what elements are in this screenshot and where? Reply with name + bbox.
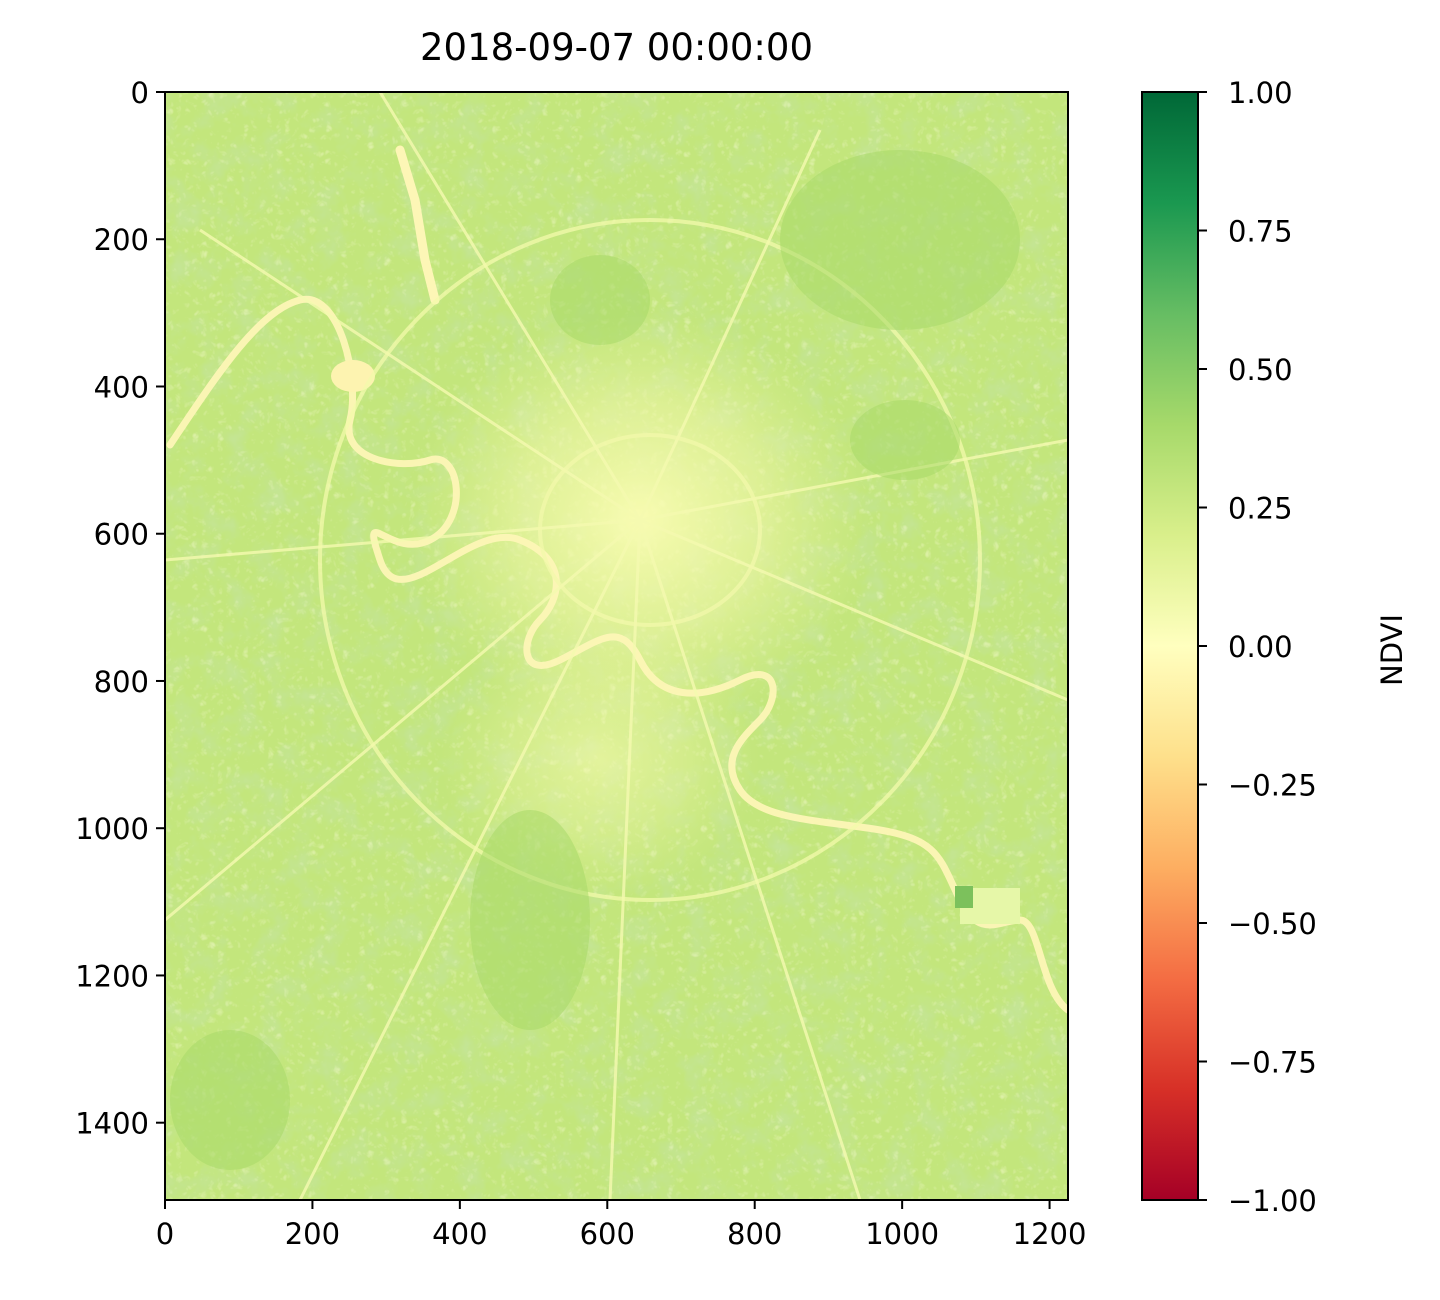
colorbar-tick-label: −1.00 xyxy=(1228,1184,1317,1218)
colorbar-tick-label: 0.25 xyxy=(1228,492,1293,526)
x-tick-label: 0 xyxy=(156,1217,174,1251)
colorbar-tick-label: 0.00 xyxy=(1228,630,1293,664)
x-axis: 0 200 400 600 800 1000 1200 xyxy=(156,1200,1087,1251)
colorbar-tick-label: 0.50 xyxy=(1228,353,1293,387)
y-tick-label: 1400 xyxy=(75,1107,149,1141)
x-tick-label: 1200 xyxy=(1013,1217,1087,1251)
colorbar-tick-label: −0.50 xyxy=(1228,907,1317,941)
colorbar-tick-label: 1.00 xyxy=(1228,76,1293,110)
y-tick-label: 1000 xyxy=(75,812,149,846)
x-tick-label: 200 xyxy=(285,1217,340,1251)
colorbar-axis: 1.00 0.75 0.50 0.25 0.00 −0.25 −0.50 −0.75 −1.00 xyxy=(1198,76,1317,1218)
x-tick-label: 400 xyxy=(432,1217,487,1251)
chart-title: 2018-09-07 00:00:00 xyxy=(420,26,813,69)
y-tick-label: 400 xyxy=(94,370,149,404)
x-tick-label: 1000 xyxy=(865,1217,939,1251)
colorbar-tick-label: 0.75 xyxy=(1228,215,1293,249)
y-tick-label: 800 xyxy=(94,665,149,699)
colorbar-tick-label: −0.25 xyxy=(1228,769,1317,803)
y-tick-label: 200 xyxy=(94,223,149,257)
x-tick-label: 600 xyxy=(580,1217,635,1251)
colorbar-tick-label: −0.75 xyxy=(1228,1046,1317,1080)
ndvi-image xyxy=(165,92,1068,1200)
y-tick-label: 600 xyxy=(94,518,149,552)
colorbar-label: NDVI xyxy=(1375,614,1409,686)
colorbar xyxy=(1141,91,1199,1201)
x-tick-label: 800 xyxy=(727,1217,782,1251)
plot-frame xyxy=(164,91,1069,1201)
y-tick-label: 1200 xyxy=(75,959,149,993)
y-axis: 0 200 400 600 800 1000 1200 1400 xyxy=(75,76,165,1141)
y-tick-label: 0 xyxy=(131,76,149,110)
